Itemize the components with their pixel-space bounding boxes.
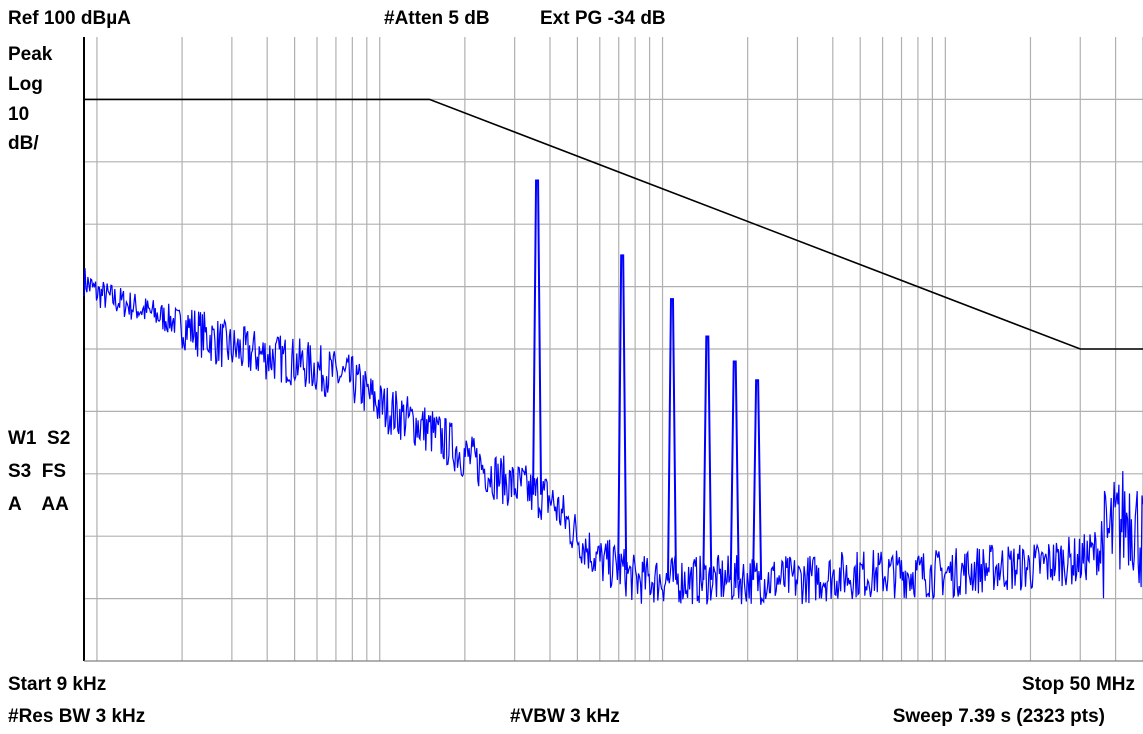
trace-peak bbox=[729, 360, 740, 580]
spectrum-trace bbox=[83, 268, 1143, 605]
detector-label: Peak bbox=[8, 44, 53, 65]
trace-peak bbox=[617, 254, 628, 571]
trace-peak bbox=[702, 335, 713, 580]
trace-peaks bbox=[532, 179, 763, 580]
scale-value-label: 10 bbox=[8, 104, 30, 125]
ref-level: Ref 100 dBµA bbox=[8, 8, 131, 29]
trace-peak bbox=[752, 379, 763, 580]
stop-frequency: Stop 50 MHz bbox=[1022, 674, 1135, 695]
trace-peak bbox=[666, 298, 677, 580]
ext-pg: Ext PG -34 dB bbox=[540, 8, 666, 29]
limit-line bbox=[84, 98, 1143, 350]
resolution-bandwidth: #Res BW 3 kHz bbox=[8, 706, 146, 727]
start-frequency: Start 9 kHz bbox=[8, 674, 107, 695]
trace-peak bbox=[532, 179, 543, 495]
plot-border bbox=[83, 37, 1143, 662]
attenuation: #Atten 5 dB bbox=[384, 8, 490, 29]
trace-status-row3: A AA bbox=[8, 494, 69, 515]
grid bbox=[83, 37, 1143, 661]
sweep-time: Sweep 7.39 s (2323 pts) bbox=[892, 706, 1105, 727]
trace-status-row2: S3 FS bbox=[8, 461, 67, 482]
scale-unit-label: dB/ bbox=[8, 133, 39, 154]
video-bandwidth: #VBW 3 kHz bbox=[510, 706, 620, 727]
scale-type-label: Log bbox=[8, 74, 43, 95]
trace-status-row1: W1 S2 bbox=[8, 428, 71, 449]
